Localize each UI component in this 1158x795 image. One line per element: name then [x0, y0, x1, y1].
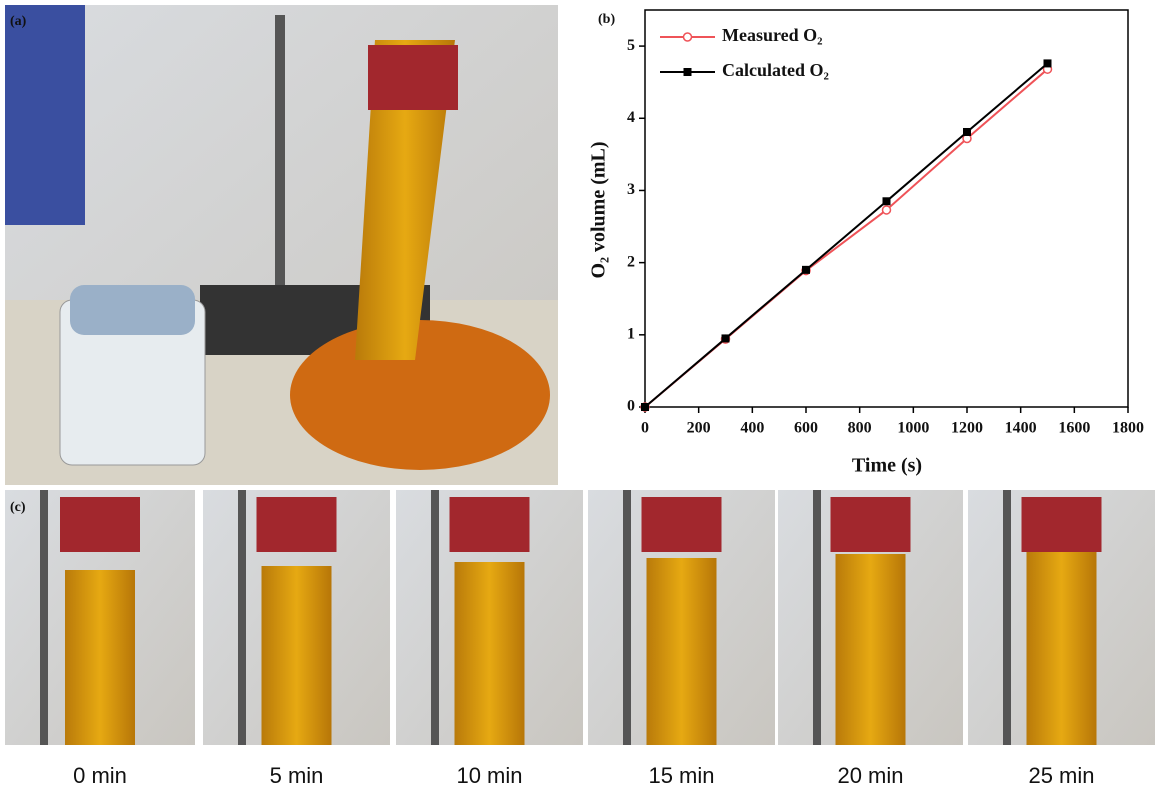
marker: [641, 403, 649, 411]
x-tick-label: 400: [740, 420, 764, 437]
stand-rod: [1003, 490, 1011, 745]
figure: (a) (c) (b) Time (s) O₂ volume (mL) 0 mi…: [0, 0, 1158, 795]
cylinder: [836, 554, 906, 745]
clamp: [257, 497, 337, 552]
stand-rod: [238, 490, 246, 745]
cylinder: [262, 566, 332, 745]
photo-row: [5, 490, 1155, 745]
cylinder: [455, 562, 525, 745]
y-axis-label: O₂ volume (mL): [588, 141, 610, 278]
y-tick-label: 0: [627, 398, 635, 415]
marker: [963, 128, 971, 136]
x-tick-label: 200: [687, 420, 711, 437]
cylinder: [1027, 550, 1097, 745]
marker: [1044, 59, 1052, 67]
clamp: [450, 497, 530, 552]
x-tick-label: 600: [794, 420, 818, 437]
stand-rod: [40, 490, 48, 745]
legend-label: Calculated O₂: [722, 60, 829, 80]
legend-marker: [684, 68, 692, 76]
stand-rod: [431, 490, 439, 745]
y-tick-label: 4: [627, 109, 635, 126]
series-line: [645, 63, 1048, 407]
marker: [722, 334, 730, 342]
clamp: [1022, 497, 1102, 552]
panel-label: (a): [10, 14, 27, 29]
time-label: 5 min: [270, 763, 324, 788]
panel-label: (c): [10, 500, 26, 515]
stand-rod: [623, 490, 631, 745]
photo-a: [5, 5, 558, 485]
stand-rod: [813, 490, 821, 745]
marker: [883, 206, 891, 214]
cylinder: [65, 570, 135, 745]
clamp: [642, 497, 722, 552]
time-label: 15 min: [648, 763, 714, 788]
y-tick-label: 5: [627, 37, 635, 54]
x-tick-label: 1600: [1058, 420, 1090, 437]
time-label: 25 min: [1028, 763, 1094, 788]
clamp: [831, 497, 911, 552]
clamp: [60, 497, 140, 552]
x-tick-label: 1000: [897, 420, 929, 437]
x-tick-label: 1400: [1005, 420, 1037, 437]
x-tick-label: 1800: [1112, 420, 1144, 437]
y-tick-label: 1: [627, 325, 635, 342]
cylinder: [647, 558, 717, 745]
x-axis-label: Time (s): [852, 455, 922, 477]
marker: [883, 197, 891, 205]
legend-label: Measured O₂: [722, 25, 823, 45]
y-tick-label: 2: [627, 253, 635, 270]
time-label: 20 min: [837, 763, 903, 788]
x-tick-label: 1200: [951, 420, 983, 437]
panel-label: (b): [598, 12, 615, 27]
x-tick-label: 800: [848, 420, 872, 437]
y-tick-label: 3: [627, 181, 635, 198]
marker: [802, 266, 810, 274]
time-label: 10 min: [456, 763, 522, 788]
time-label: 0 min: [73, 763, 127, 788]
x-tick-label: 0: [641, 420, 649, 437]
legend-marker: [684, 33, 692, 41]
